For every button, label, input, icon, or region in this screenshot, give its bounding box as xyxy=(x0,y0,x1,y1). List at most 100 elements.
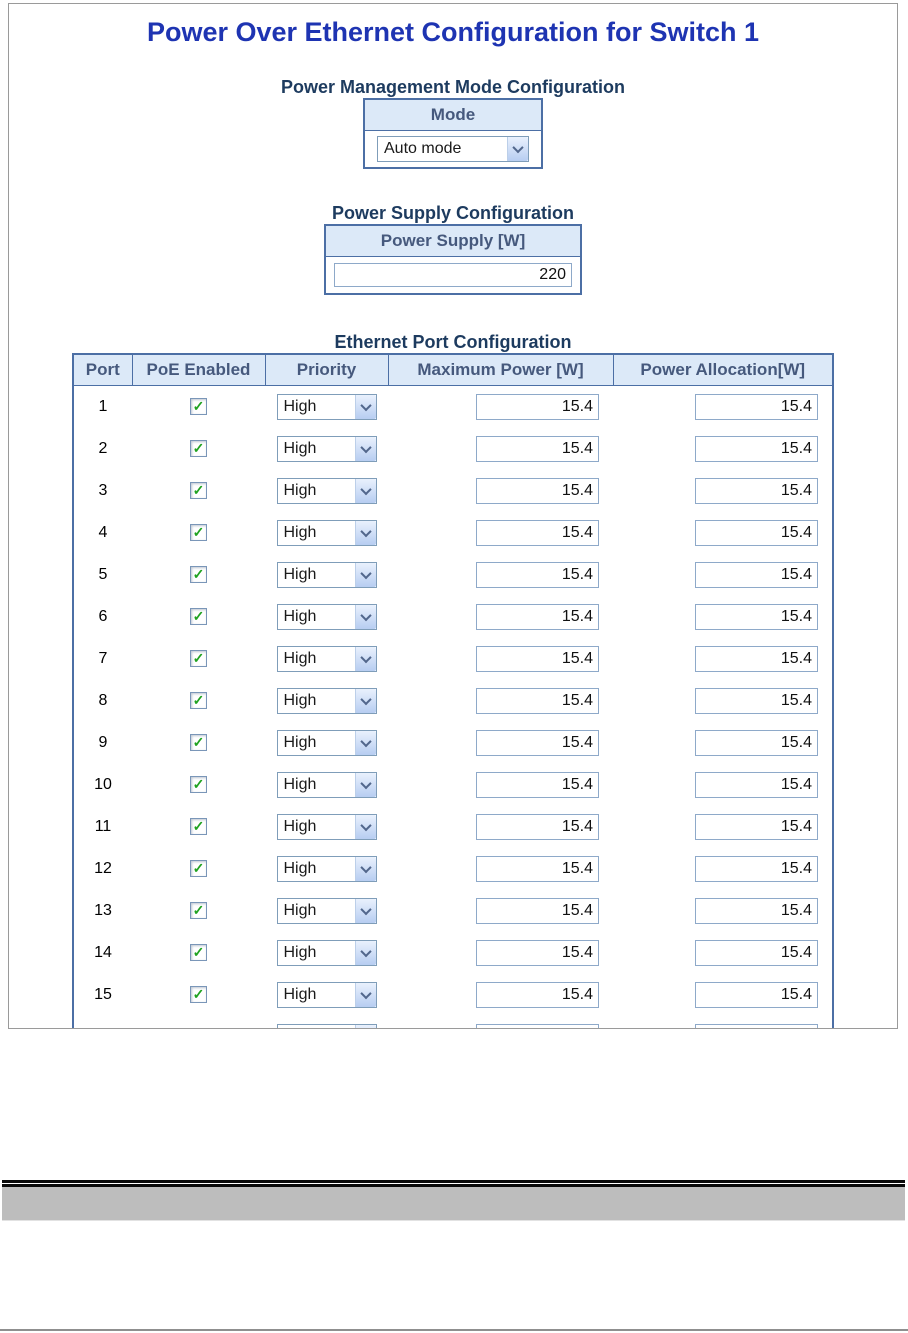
priority-select[interactable]: High xyxy=(276,562,377,588)
mode-select-dropdown-button[interactable] xyxy=(507,137,528,161)
priority-select[interactable]: High xyxy=(276,772,377,798)
priority-select-dropdown-button[interactable] xyxy=(354,563,376,587)
maximum-power-input[interactable] xyxy=(476,1024,599,1028)
poe-enabled-checkbox[interactable]: ✓ xyxy=(190,440,207,457)
power-allocation-input[interactable] xyxy=(695,520,818,546)
power-supply-column-header: Power Supply [W] xyxy=(324,224,582,257)
priority-select-dropdown-button[interactable] xyxy=(354,941,376,965)
priority-select[interactable]: High xyxy=(276,394,377,420)
priority-select-dropdown-button[interactable] xyxy=(354,521,376,545)
maximum-power-input[interactable] xyxy=(476,856,599,882)
priority-select-dropdown-button[interactable] xyxy=(354,437,376,461)
power-allocation-input[interactable] xyxy=(695,1024,818,1028)
priority-select[interactable]: High xyxy=(276,940,377,966)
chevron-down-icon xyxy=(359,483,372,496)
poe-enabled-checkbox[interactable]: ✓ xyxy=(190,692,207,709)
priority-select-value: High xyxy=(283,734,317,751)
priority-select[interactable]: High xyxy=(276,856,377,882)
poe-enabled-checkbox[interactable]: ✓ xyxy=(190,986,207,1003)
poe-enabled-checkbox[interactable]: ✓ xyxy=(190,734,207,751)
priority-select[interactable] xyxy=(276,1024,377,1028)
power-allocation-input[interactable] xyxy=(695,730,818,756)
priority-select[interactable]: High xyxy=(276,688,377,714)
maximum-power-input[interactable] xyxy=(476,394,599,420)
priority-select[interactable]: High xyxy=(276,814,377,840)
priority-select-value: High xyxy=(283,524,317,541)
poe-enabled-checkbox[interactable]: ✓ xyxy=(190,524,207,541)
priority-select-dropdown-button[interactable] xyxy=(354,1025,376,1028)
maximum-power-input[interactable] xyxy=(476,604,599,630)
maximum-power-input[interactable] xyxy=(476,478,599,504)
priority-select-dropdown-button[interactable] xyxy=(354,731,376,755)
power-allocation-input[interactable] xyxy=(695,604,818,630)
poe-enabled-checkbox[interactable]: ✓ xyxy=(190,650,207,667)
maximum-power-input[interactable] xyxy=(476,520,599,546)
maximum-power-input[interactable] xyxy=(476,982,599,1008)
priority-select-dropdown-button[interactable] xyxy=(354,479,376,503)
priority-select-dropdown-button[interactable] xyxy=(354,689,376,713)
maximum-power-input[interactable] xyxy=(476,688,599,714)
priority-select-dropdown-button[interactable] xyxy=(354,815,376,839)
port-number xyxy=(73,1016,132,1028)
power-allocation-input[interactable] xyxy=(695,814,818,840)
priority-select-value: High xyxy=(283,902,317,919)
priority-select-value: High xyxy=(283,944,317,961)
power-allocation-input[interactable] xyxy=(695,982,818,1008)
power-allocation-input[interactable] xyxy=(695,436,818,462)
maximum-power-input[interactable] xyxy=(476,730,599,756)
port-number: 14 xyxy=(73,932,132,974)
priority-select[interactable]: High xyxy=(276,982,377,1008)
priority-select-dropdown-button[interactable] xyxy=(354,647,376,671)
power-allocation-input[interactable] xyxy=(695,940,818,966)
priority-select[interactable]: High xyxy=(276,520,377,546)
port-row: 9 ✓ High xyxy=(73,722,833,764)
poe-enabled-checkbox[interactable]: ✓ xyxy=(190,608,207,625)
power-supply-input[interactable] xyxy=(334,263,572,287)
priority-select[interactable]: High xyxy=(276,436,377,462)
poe-enabled-checkbox[interactable]: ✓ xyxy=(190,398,207,415)
poe-enabled-checkbox[interactable]: ✓ xyxy=(190,902,207,919)
chevron-down-icon xyxy=(359,777,372,790)
maximum-power-input[interactable] xyxy=(476,814,599,840)
maximum-power-input[interactable] xyxy=(476,562,599,588)
priority-select[interactable]: High xyxy=(276,478,377,504)
priority-select-dropdown-button[interactable] xyxy=(354,773,376,797)
maximum-power-input[interactable] xyxy=(476,898,599,924)
poe-enabled-checkbox[interactable]: ✓ xyxy=(190,818,207,835)
maximum-power-input[interactable] xyxy=(476,940,599,966)
priority-select-value: High xyxy=(283,860,317,877)
maximum-power-input[interactable] xyxy=(476,772,599,798)
power-allocation-input[interactable] xyxy=(695,394,818,420)
chevron-down-icon xyxy=(359,441,372,454)
poe-enabled-checkbox[interactable]: ✓ xyxy=(190,776,207,793)
priority-select-value: High xyxy=(283,650,317,667)
mode-select[interactable]: Auto mode xyxy=(377,136,529,162)
port-row: 15 ✓ High xyxy=(73,974,833,1016)
port-row: 5 ✓ High xyxy=(73,554,833,596)
power-allocation-input[interactable] xyxy=(695,772,818,798)
chevron-down-icon xyxy=(359,567,372,580)
maximum-power-input[interactable] xyxy=(476,436,599,462)
power-allocation-input[interactable] xyxy=(695,562,818,588)
power-allocation-input[interactable] xyxy=(695,478,818,504)
power-allocation-input[interactable] xyxy=(695,646,818,672)
column-header-power-allocation: Power Allocation[W] xyxy=(612,353,834,386)
poe-enabled-checkbox[interactable]: ✓ xyxy=(190,860,207,877)
priority-select[interactable]: High xyxy=(276,730,377,756)
priority-select-value: High xyxy=(283,398,317,415)
priority-select-dropdown-button[interactable] xyxy=(354,605,376,629)
priority-select[interactable]: High xyxy=(276,646,377,672)
priority-select[interactable]: High xyxy=(276,604,377,630)
power-allocation-input[interactable] xyxy=(695,898,818,924)
priority-select-dropdown-button[interactable] xyxy=(354,899,376,923)
priority-select-dropdown-button[interactable] xyxy=(354,983,376,1007)
power-allocation-input[interactable] xyxy=(695,688,818,714)
poe-enabled-checkbox[interactable]: ✓ xyxy=(190,944,207,961)
power-allocation-input[interactable] xyxy=(695,856,818,882)
maximum-power-input[interactable] xyxy=(476,646,599,672)
poe-enabled-checkbox[interactable]: ✓ xyxy=(190,482,207,499)
priority-select-dropdown-button[interactable] xyxy=(354,395,376,419)
priority-select-dropdown-button[interactable] xyxy=(354,857,376,881)
poe-enabled-checkbox[interactable]: ✓ xyxy=(190,566,207,583)
priority-select[interactable]: High xyxy=(276,898,377,924)
